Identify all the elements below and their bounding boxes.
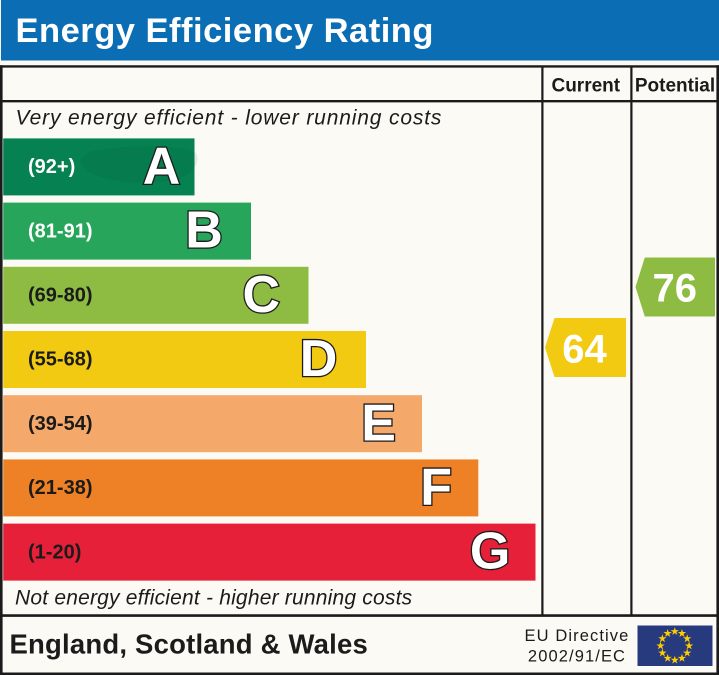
svg-text:(81-91): (81-91) [28, 220, 92, 242]
svg-text:F: F [420, 459, 452, 517]
svg-text:A: A [143, 138, 181, 196]
svg-text:Energy Efficiency Rating: Energy Efficiency Rating [16, 12, 434, 50]
svg-text:(1-20): (1-20) [28, 541, 81, 563]
svg-text:(92+): (92+) [28, 156, 75, 178]
svg-text:C: C [243, 266, 281, 324]
svg-text:England, Scotland & Wales: England, Scotland & Wales [10, 629, 368, 660]
svg-text:(21-38): (21-38) [28, 477, 92, 499]
svg-text:76: 76 [653, 266, 698, 310]
svg-text:64: 64 [562, 327, 607, 371]
svg-text:B: B [185, 202, 223, 260]
svg-text:Potential: Potential [635, 76, 715, 97]
svg-text:D: D [300, 330, 338, 388]
svg-text:Very energy efficient - lower: Very energy efficient - lower running co… [16, 107, 443, 130]
svg-text:Current: Current [551, 76, 620, 97]
svg-text:E: E [361, 394, 396, 452]
svg-text:Not energy efficient - higher: Not energy efficient - higher running co… [15, 587, 413, 610]
svg-text:2002/91/EC: 2002/91/EC [528, 648, 626, 666]
svg-text:(39-54): (39-54) [28, 413, 92, 435]
svg-text:(55-68): (55-68) [28, 349, 92, 371]
svg-text:G: G [470, 523, 510, 581]
svg-text:EU Directive: EU Directive [525, 627, 630, 645]
svg-text:(69-80): (69-80) [28, 285, 92, 307]
